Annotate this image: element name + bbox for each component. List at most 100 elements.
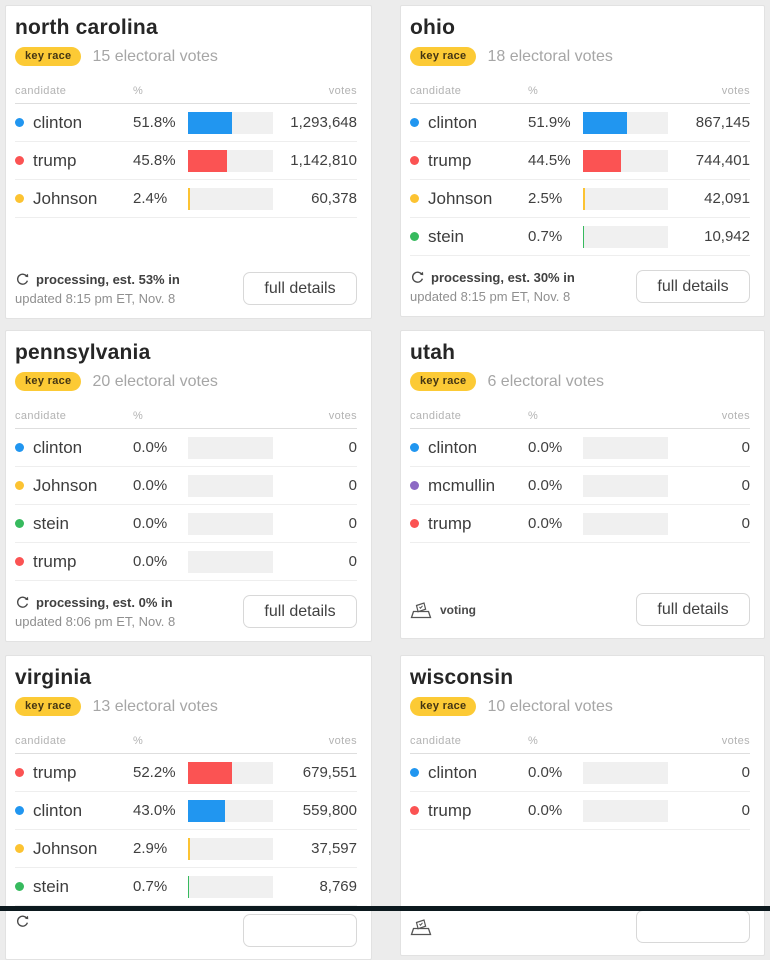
state-card-pennsylvania: pennsylvania key race 20 electoral votes… [5,330,372,642]
table-row: clinton 51.9% 867,145 [410,104,750,142]
candidate-dot [410,768,419,777]
full-details-button[interactable] [636,910,750,943]
refresh-icon [16,596,29,608]
header-percent: % [133,410,144,422]
candidate-dot [410,519,419,528]
candidate-name: clinton [428,437,478,457]
candidate-dot [15,519,24,528]
full-details-button[interactable]: full details [243,272,357,305]
result-bar [583,799,668,822]
table-row: stein 0.7% 10,942 [410,218,750,256]
card-meta: key race 20 electoral votes [15,372,357,391]
card-footer [15,906,357,947]
full-details-button[interactable]: full details [243,595,357,628]
candidate-dot [15,118,24,127]
candidate-name: clinton [33,437,83,457]
table-header: candidate % votes [15,735,357,754]
candidate-percent: 44.5% [528,152,571,169]
card-footer: processing, est. 30% in updated 8:15 pm … [410,256,750,304]
full-details-button[interactable]: full details [636,270,750,303]
result-bar [188,875,273,898]
empty-row-spacer [410,830,750,898]
empty-row-spacer [410,543,750,581]
electoral-votes-label: 6 electoral votes [487,372,604,390]
candidate-name: mcmullin [428,475,496,495]
state-title: utah [410,341,456,364]
full-details-button[interactable] [243,914,357,947]
state-title: north carolina [15,16,158,39]
table-header: candidate % votes [15,410,357,429]
result-bar [583,761,668,784]
candidate-name: trump [33,551,77,571]
full-details-button[interactable]: full details [636,593,750,626]
key-race-badge: key race [410,372,477,391]
voting-text: voting [440,602,476,617]
card-footer [410,898,750,943]
candidate-percent: 0.7% [133,878,168,895]
candidate-votes: 0 [741,515,750,532]
candidate-percent: 0.0% [528,764,563,781]
candidate-votes: 0 [348,439,357,456]
candidate-name: clinton [428,762,478,782]
header-votes: votes [328,410,357,422]
header-votes: votes [721,410,750,422]
header-votes: votes [328,735,357,747]
candidate-dot [15,156,24,165]
candidate-dot [410,806,419,815]
key-race-badge: key race [410,697,477,716]
header-votes: votes [328,85,357,97]
candidate-votes: 0 [741,764,750,781]
result-bar [188,837,273,860]
state-card-virginia: virginia key race 13 electoral votes can… [5,655,372,960]
candidate-dot [15,882,24,891]
table-row: Johnson 2.9% 37,597 [15,830,357,868]
processing-text: processing, est. 53% in [36,272,180,287]
candidate-name: clinton [428,112,478,132]
result-bar-fill [583,187,586,210]
updated-text: updated 8:15 pm ET, Nov. 8 [410,289,571,304]
candidate-percent: 45.8% [133,152,176,169]
processing-text: processing, est. 30% in [431,270,575,285]
candidate-dot [410,194,419,203]
table-row: stein 0.0% 0 [15,505,357,543]
header-percent: % [528,735,539,747]
candidate-percent: 0.0% [133,553,168,570]
candidate-dot [15,844,24,853]
table-row: clinton 43.0% 559,800 [15,792,357,830]
result-bar [583,111,668,134]
result-bar [583,149,668,172]
result-bar [583,436,668,459]
candidate-percent: 0.0% [528,515,563,532]
table-header: candidate % votes [15,85,357,104]
table-row: clinton 0.0% 0 [410,429,750,467]
key-race-badge: key race [15,372,82,391]
table-row: clinton 51.8% 1,293,648 [15,104,357,142]
candidate-name: Johnson [33,838,98,858]
result-bar-fill [188,799,225,822]
candidate-percent: 52.2% [133,764,176,781]
candidate-name: trump [33,150,77,170]
candidate-dot [15,443,24,452]
state-title: wisconsin [410,666,514,689]
result-bar-fill [188,187,191,210]
candidate-votes: 0 [741,477,750,494]
result-bar-fill [583,149,621,172]
candidate-name: trump [428,513,472,533]
updated-text: updated 8:06 pm ET, Nov. 8 [15,614,176,629]
result-bar [188,474,273,497]
electoral-votes-label: 18 electoral votes [487,47,613,65]
card-footer: processing, est. 53% in updated 8:15 pm … [15,258,357,306]
candidate-name: Johnson [33,475,98,495]
voting-status: voting [410,601,476,619]
candidate-percent: 0.0% [528,439,563,456]
header-candidate: candidate [410,735,462,747]
candidate-name: stein [33,876,69,896]
candidate-dot [410,443,419,452]
candidate-percent: 2.9% [133,840,168,857]
table-row: trump 44.5% 744,401 [410,142,750,180]
table-header: candidate % votes [410,410,750,429]
header-percent: % [133,735,144,747]
result-bar [188,187,273,210]
table-row: Johnson 2.5% 42,091 [410,180,750,218]
card-meta: key race 13 electoral votes [15,697,357,716]
